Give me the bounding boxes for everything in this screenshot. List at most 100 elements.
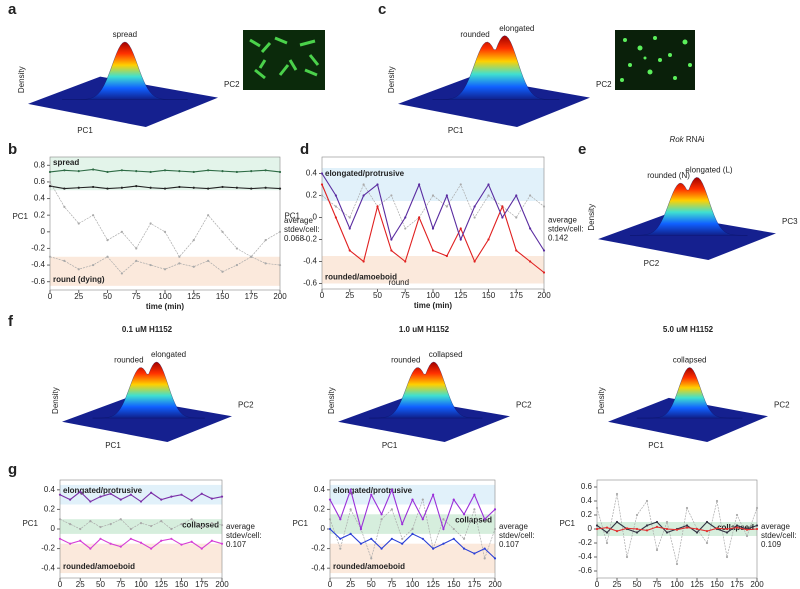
x-tick-label: 175: [730, 580, 744, 589]
series-point: [431, 194, 435, 197]
series-point: [106, 170, 109, 174]
series-point: [705, 520, 709, 524]
series-point: [63, 259, 66, 263]
band: [330, 543, 495, 574]
series-point: [120, 230, 123, 233]
series-point: [705, 530, 709, 533]
x-tick-label: 100: [426, 291, 440, 300]
series-point: [411, 532, 414, 536]
series-point: [370, 493, 373, 496]
series-point: [705, 541, 709, 545]
series-point: [493, 557, 497, 560]
y-tick-label: 0.2: [34, 210, 46, 219]
band: [322, 256, 544, 284]
x-tick-label: 200: [750, 580, 764, 589]
surface-base: [28, 76, 218, 127]
peak-label: rounded: [114, 356, 143, 365]
y-axis-label: PC1: [284, 212, 300, 221]
y-tick-label: -0.2: [41, 544, 55, 553]
x-tick-label: 200: [215, 580, 229, 589]
x-axis-label: time (min): [146, 302, 185, 311]
series-point: [220, 542, 224, 545]
series-point: [359, 542, 363, 545]
series-point: [77, 222, 80, 225]
series-point: [135, 259, 138, 263]
axis-label: PC1: [648, 441, 664, 450]
series-point: [380, 547, 383, 550]
axis-label: Density: [387, 66, 396, 93]
x-tick-label: 25: [346, 580, 355, 589]
stdev: 0.109: [761, 540, 782, 549]
y-tick-label: 0.4: [314, 485, 326, 494]
x-tick-label: 0: [595, 580, 600, 589]
y-tick-label: -0.2: [578, 538, 592, 547]
series-point: [404, 260, 407, 263]
axis-label: Density: [17, 66, 26, 93]
series-point: [390, 488, 393, 491]
stdev: 0.107: [226, 540, 247, 549]
series-point: [150, 547, 153, 550]
band-label: round (dying): [53, 275, 105, 284]
y-tick-label: 0.8: [34, 160, 46, 169]
series-point: [99, 495, 102, 498]
series-point: [483, 547, 486, 550]
series-point: [370, 557, 373, 560]
series-point: [473, 205, 476, 208]
series-point: [178, 170, 181, 173]
panel-label: d: [300, 141, 309, 158]
y-axis-label: PC1: [292, 519, 308, 528]
series-point: [92, 214, 95, 217]
series-point: [69, 498, 72, 501]
series-point: [404, 216, 407, 219]
stdev: 0.068: [284, 234, 305, 243]
series-point: [645, 499, 649, 503]
axis-label: PC1: [77, 126, 93, 135]
series-point: [92, 263, 95, 267]
series-point: [63, 187, 66, 190]
series-point: [625, 555, 629, 559]
note: average: [499, 522, 528, 531]
x-tick-label: 75: [401, 291, 410, 300]
series-point: [665, 520, 669, 524]
series-point: [462, 513, 466, 516]
surface-base: [398, 76, 590, 127]
panel-label: b: [8, 141, 17, 158]
x-tick-label: 125: [155, 580, 169, 589]
note: average: [284, 216, 313, 225]
series-point: [452, 498, 455, 501]
y-tick-label: 0.6: [581, 482, 593, 491]
series-point: [615, 492, 619, 496]
series-point: [79, 527, 82, 531]
series-point: [635, 527, 639, 531]
series-point: [675, 562, 679, 566]
series-point: [655, 520, 659, 524]
series-point: [119, 545, 122, 548]
x-tick-label: 75: [132, 292, 141, 301]
y-tick-label: 0.4: [34, 194, 46, 203]
axis-label: PC3: [782, 217, 798, 226]
x-tick-label: 0: [328, 580, 333, 589]
series-point: [106, 239, 109, 242]
panel-label: c: [378, 1, 386, 18]
series-point: [459, 238, 462, 241]
series-point: [135, 170, 138, 173]
peak-label: rounded: [391, 356, 420, 365]
series-point: [418, 216, 421, 219]
y-tick-label: -0.2: [31, 244, 45, 253]
series-point: [615, 520, 619, 524]
y-tick-label: 0.2: [314, 505, 326, 514]
series-point: [755, 506, 759, 510]
series-point: [376, 183, 379, 186]
series-point: [220, 495, 224, 498]
series-point: [462, 547, 466, 550]
series-point: [348, 249, 351, 252]
series-point: [207, 169, 210, 172]
x-tick-label: 25: [76, 580, 85, 589]
axis-label: PC1: [382, 441, 398, 450]
x-tick-label: 0: [320, 291, 325, 300]
series-point: [359, 527, 363, 531]
series-point: [595, 524, 599, 527]
series-point: [278, 187, 282, 190]
series-point: [99, 537, 102, 540]
